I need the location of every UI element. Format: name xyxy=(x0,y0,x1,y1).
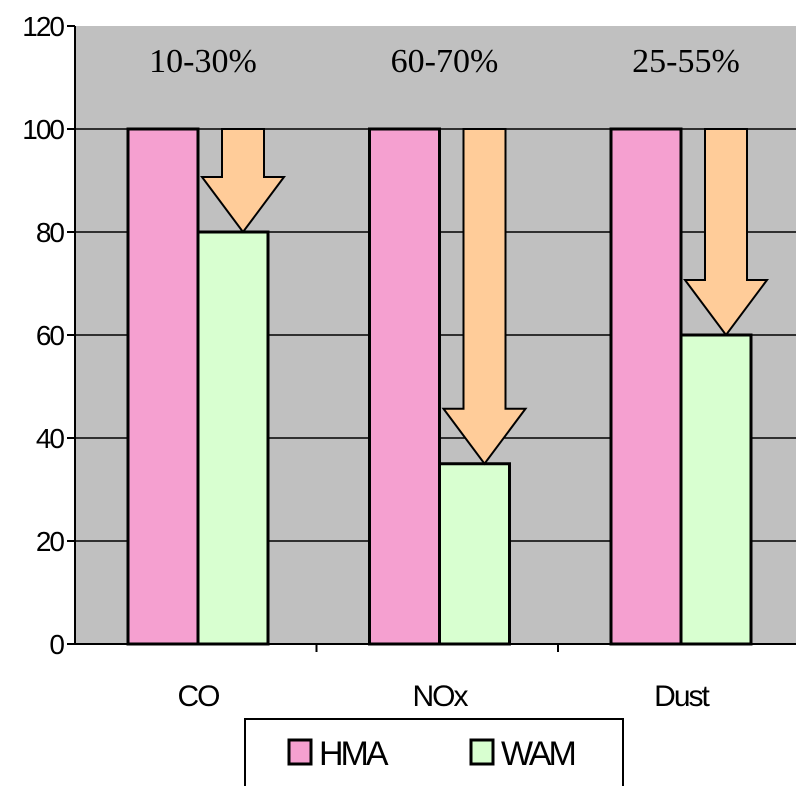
legend-swatch-wam xyxy=(469,738,495,766)
y-tick-label: 100 xyxy=(22,114,64,145)
arrow-co xyxy=(200,128,286,234)
legend: HMA WAM xyxy=(244,718,624,790)
legend-swatch-hma xyxy=(287,738,313,766)
arrow-dust xyxy=(683,128,769,337)
x-tick-label: NOx xyxy=(413,680,469,713)
legend-label-hma: HMA xyxy=(319,735,389,773)
bars xyxy=(126,127,753,646)
y-tick-label: 0 xyxy=(49,629,64,660)
y-tick-label: 60 xyxy=(36,320,65,351)
y-tick-label: 120 xyxy=(22,11,64,42)
bar-wam-dust xyxy=(679,333,753,646)
bar-hma-dust xyxy=(609,127,683,646)
arrows xyxy=(200,128,769,466)
bar-wam-co xyxy=(196,230,270,646)
arrow-nox xyxy=(441,128,528,466)
annotation-label: 25-55% xyxy=(632,43,740,80)
x-tick-label: CO xyxy=(178,680,220,713)
legend-box xyxy=(244,718,624,790)
annotation-label: 10-30% xyxy=(149,43,257,80)
annotation-label: 60-70% xyxy=(391,43,499,80)
x-tick-label: Dust xyxy=(654,680,710,713)
bar-hma-nox xyxy=(368,127,441,646)
y-tick-label: 20 xyxy=(36,526,65,557)
legend-label-wam: WAM xyxy=(501,735,575,773)
annotations: 10-30% 60-70% 25-55% xyxy=(149,43,740,80)
bar-wam-nox xyxy=(438,462,511,646)
bar-hma-co xyxy=(126,127,200,646)
y-tick-label: 40 xyxy=(36,423,65,454)
y-tick-label: 80 xyxy=(36,217,65,248)
axes: 0 20 40 60 80 100 120 CO NOx Dust xyxy=(22,11,796,713)
